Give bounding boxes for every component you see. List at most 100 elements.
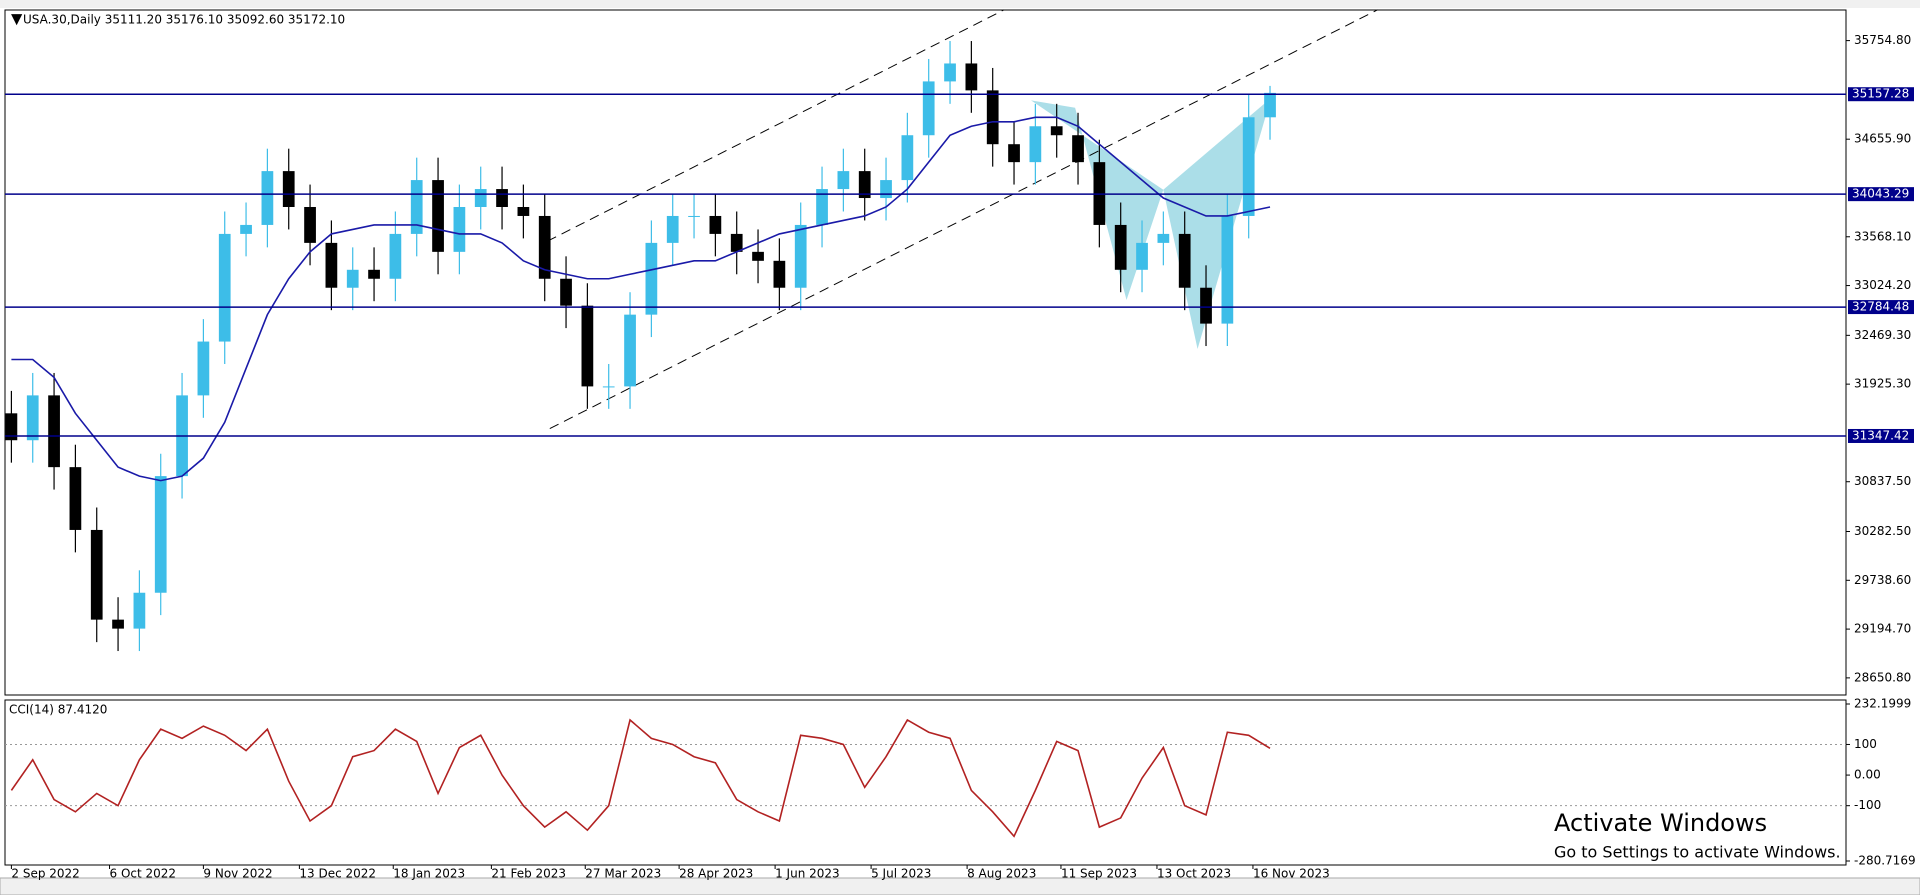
candle-body: [517, 206, 530, 216]
level-label-box: [1848, 187, 1914, 202]
x-tick-label: 2 Sep 2022: [11, 867, 79, 881]
candle-body: [816, 189, 828, 225]
candle-body: [944, 63, 956, 82]
candle-body: [5, 413, 18, 441]
cci-pane: [4, 699, 1847, 866]
candle-body: [922, 81, 935, 136]
level-label: 35157.28: [1852, 87, 1909, 101]
x-tick-label: 13 Dec 2022: [299, 867, 376, 881]
y-tick-label: -100: [1854, 798, 1881, 812]
x-tick-label: 1 Jun 2023: [775, 867, 840, 881]
x-tick-label: 21 Feb 2023: [491, 867, 566, 881]
candle-body: [986, 90, 999, 145]
level-label-box: [1848, 87, 1914, 102]
candle-body: [48, 395, 60, 468]
y-tick-label: 35754.80: [1854, 33, 1911, 47]
channel-upper: [547, 9, 1005, 242]
series-line: [10, 718, 1271, 838]
toolbar-strip: [0, 0, 1920, 8]
y-tick-label: 30837.50: [1854, 474, 1911, 488]
candle-body: [880, 180, 892, 199]
y-tick-label: 33568.10: [1854, 229, 1911, 243]
candle-body: [389, 233, 402, 279]
y-tick-label: 0.00: [1854, 768, 1881, 782]
candle-body: [197, 341, 210, 396]
candle-body: [560, 278, 572, 306]
y-tick-label: 33024.20: [1854, 278, 1911, 292]
level-label-box: [1848, 428, 1914, 443]
candle-body: [1050, 126, 1063, 136]
x-tick-label: 13 Oct 2023: [1157, 867, 1231, 881]
candle-body: [112, 619, 124, 629]
candle-body: [368, 269, 380, 279]
pattern-left: [1031, 100, 1164, 301]
y-tick-label: 100: [1854, 737, 1877, 751]
y-tick-label: 30282.50: [1854, 524, 1911, 538]
candle-body: [730, 233, 743, 252]
candle-body: [69, 467, 82, 530]
candle-body: [1157, 233, 1170, 243]
watermark-subtitle: Go to Settings to activate Windows.: [1554, 843, 1841, 862]
candle-body: [240, 224, 252, 234]
candle-body: [837, 171, 850, 190]
candle-body: [261, 171, 274, 225]
candle-body: [154, 476, 167, 593]
candle-body: [709, 215, 722, 234]
level-label: 31347.42: [1852, 428, 1909, 442]
candle-body: [282, 171, 295, 207]
candle-body: [1242, 117, 1255, 216]
x-tick-label: 18 Jan 2023: [393, 867, 465, 881]
candle-body: [90, 529, 103, 620]
y-tick-label: -280.7169: [1854, 854, 1916, 868]
level-label: 34043.29: [1852, 187, 1909, 201]
candle-body: [1136, 242, 1148, 270]
candle-body: [133, 592, 146, 629]
candle-body: [1264, 92, 1276, 118]
candle-body: [858, 171, 871, 199]
candle-body: [325, 242, 338, 288]
candle-body: [1114, 224, 1127, 270]
watermark-title: Activate Windows: [1554, 809, 1767, 837]
tab-strip: [0, 877, 1920, 895]
y-tick-label: 32469.30: [1854, 328, 1911, 342]
level-label: 32784.48: [1852, 300, 1909, 314]
candle-body: [645, 242, 658, 315]
candle-body: [901, 135, 914, 181]
candle-body: [410, 180, 423, 234]
menu-arrow: ▼: [11, 11, 23, 28]
x-tick-label: 9 Nov 2022: [203, 867, 272, 881]
series-line: [11, 116, 1271, 482]
candle-body: [794, 224, 807, 288]
candle-body: [773, 260, 786, 288]
x-tick-label: 11 Sep 2023: [1061, 867, 1137, 881]
level-label-box: [1848, 300, 1914, 315]
candle-body: [965, 63, 978, 91]
candle-body: [1200, 287, 1212, 324]
candle-body: [752, 251, 764, 261]
x-tick-label: 8 Aug 2023: [967, 867, 1036, 881]
candle-body: [496, 189, 508, 207]
x-tick-label: 16 Nov 2023: [1253, 867, 1330, 881]
x-tick-label: 6 Oct 2022: [110, 867, 177, 881]
candle-body: [218, 233, 231, 342]
y-tick-label: 232.1999: [1854, 697, 1911, 711]
candle-body: [1221, 215, 1234, 324]
candle-body: [666, 215, 679, 243]
candle-body: [474, 189, 487, 207]
candle-body: [688, 215, 700, 217]
y-tick-label: 34655.90: [1854, 132, 1911, 146]
y-tick-label: 29194.70: [1854, 622, 1911, 636]
candle-body: [602, 386, 615, 388]
y-tick-label: 28650.80: [1854, 670, 1911, 684]
candle-body: [1178, 233, 1191, 288]
candle-body: [538, 215, 551, 279]
channel-lower: [549, 9, 1378, 430]
cci-title: CCI(14) 87.4120: [9, 703, 107, 717]
candle-body: [26, 395, 39, 441]
candle-body: [346, 269, 359, 288]
main-pane: [4, 9, 1847, 696]
y-tick-label: 29738.60: [1854, 573, 1911, 587]
